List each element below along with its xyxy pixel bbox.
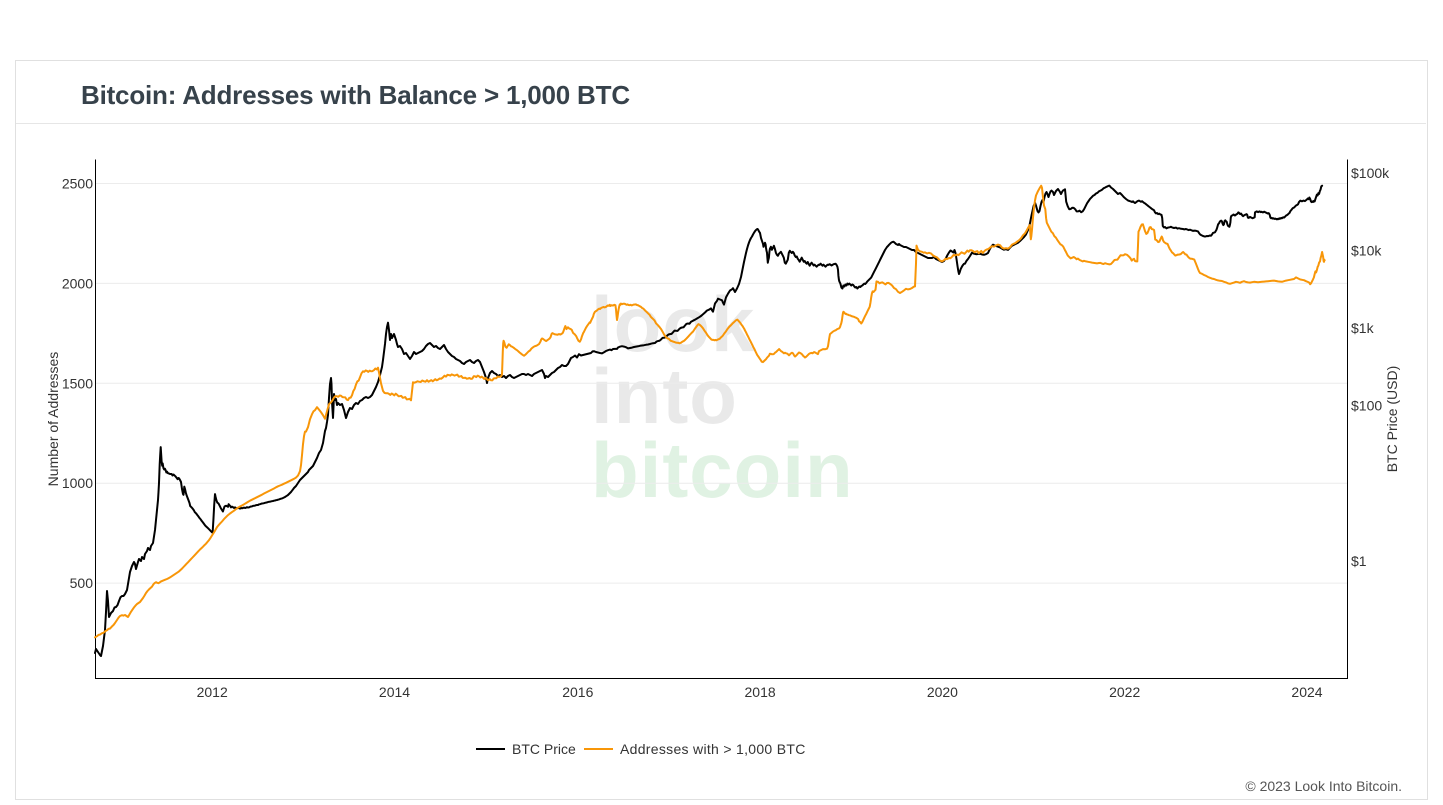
svg-text:BTC Price (USD): BTC Price (USD) [1384,366,1400,473]
svg-text:bitcoin: bitcoin [591,426,854,514]
svg-text:2000: 2000 [62,275,93,291]
svg-text:2022: 2022 [1109,684,1140,700]
svg-text:$10k: $10k [1351,243,1382,259]
svg-text:2018: 2018 [745,684,776,700]
svg-text:1000: 1000 [62,475,93,491]
svg-text:Number of Addresses: Number of Addresses [45,352,61,487]
svg-text:2014: 2014 [379,684,410,700]
svg-text:$1k: $1k [1351,320,1375,336]
svg-text:2500: 2500 [62,176,93,192]
svg-text:$100: $100 [1351,398,1382,414]
svg-text:2024: 2024 [1291,684,1322,700]
svg-text:2020: 2020 [927,684,958,700]
svg-text:into: into [591,352,738,440]
svg-text:$1: $1 [1351,553,1367,569]
svg-text:1500: 1500 [62,375,93,391]
svg-text:2012: 2012 [197,684,228,700]
svg-text:500: 500 [70,575,94,591]
svg-text:$100k: $100k [1351,165,1390,181]
svg-text:2016: 2016 [562,684,593,700]
